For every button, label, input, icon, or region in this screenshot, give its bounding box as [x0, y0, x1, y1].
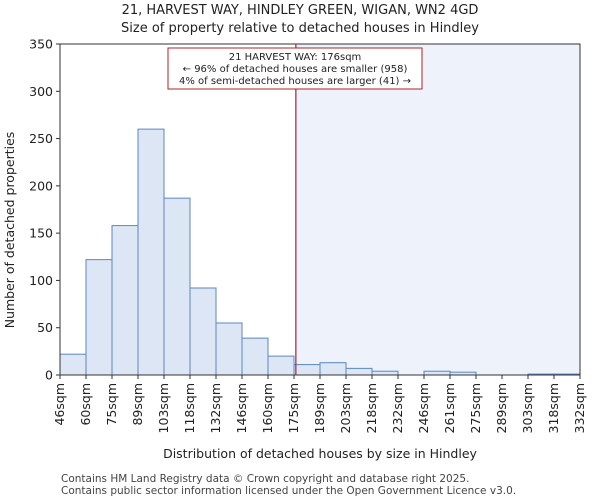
x-tick-label: 289sqm	[494, 383, 509, 433]
bar-203sqm	[345, 367, 373, 376]
chart-subtitle: Size of property relative to detached ho…	[121, 21, 479, 36]
bar-118sqm	[189, 287, 217, 376]
larger-region-shading	[295, 44, 580, 375]
x-axis-label: Distribution of detached houses by size …	[163, 446, 477, 461]
y-tick-label: 300	[29, 84, 53, 99]
x-tick-label: 175sqm	[286, 383, 301, 433]
x-tick-label: 218sqm	[364, 383, 379, 433]
bar-103sqm	[163, 197, 191, 376]
footer-licence: Contains public sector information licen…	[61, 485, 517, 497]
y-tick-label: 150	[29, 226, 53, 241]
x-tick-label: 261sqm	[442, 383, 457, 433]
x-tick-label: 303sqm	[520, 383, 535, 433]
y-axis-label: Number of detached properties	[2, 132, 17, 329]
annotation-smaller: ← 96% of detached houses are smaller (95…	[183, 64, 408, 75]
x-tick-label: 103sqm	[156, 383, 171, 433]
bar-132sqm	[215, 322, 243, 376]
x-tick-label: 75sqm	[104, 383, 119, 426]
x-tick-label: 203sqm	[338, 383, 353, 433]
y-tick-label: 350	[29, 37, 53, 52]
x-tick-label: 160sqm	[260, 383, 275, 433]
annotation-box	[167, 47, 423, 90]
x-tick-label: 118sqm	[182, 383, 197, 433]
x-tick-label: 60sqm	[78, 383, 93, 426]
x-tick-label: 332sqm	[572, 383, 587, 433]
bar-89sqm	[137, 128, 165, 376]
x-tick-label: 46sqm	[52, 383, 67, 426]
x-tick-label: 132sqm	[208, 383, 223, 433]
bar-75sqm	[111, 225, 139, 376]
y-tick-label: 250	[29, 131, 53, 146]
x-tick-label: 146sqm	[234, 383, 249, 433]
footer-copyright: Contains HM Land Registry data © Crown c…	[61, 473, 470, 485]
chart-title-address: 21, HARVEST WAY, HINDLEY GREEN, WIGAN, W…	[121, 3, 479, 18]
x-tick-label: 275sqm	[468, 383, 483, 433]
y-tick-label: 50	[37, 320, 53, 335]
y-tick-label: 0	[45, 368, 53, 383]
bar-146sqm	[241, 337, 269, 376]
x-tick-label: 232sqm	[390, 383, 405, 433]
annotation-larger: 4% of semi-detached houses are larger (4…	[179, 76, 411, 87]
bar-246sqm	[423, 370, 451, 376]
bar-60sqm	[85, 259, 113, 376]
x-tick-label: 189sqm	[312, 383, 327, 433]
bar-160sqm	[267, 355, 295, 376]
x-tick-label: 89sqm	[130, 383, 145, 426]
bar-189sqm	[319, 362, 347, 376]
bar-175sqm	[293, 364, 321, 376]
y-tick-label: 200	[29, 178, 53, 193]
x-tick-label: 318sqm	[546, 383, 561, 433]
annotation-title: 21 HARVEST WAY: 176sqm	[229, 52, 362, 63]
x-tick-label: 246sqm	[416, 383, 431, 433]
bar-218sqm	[371, 370, 399, 376]
bar-46sqm	[59, 353, 87, 376]
y-tick-label: 100	[29, 273, 53, 288]
